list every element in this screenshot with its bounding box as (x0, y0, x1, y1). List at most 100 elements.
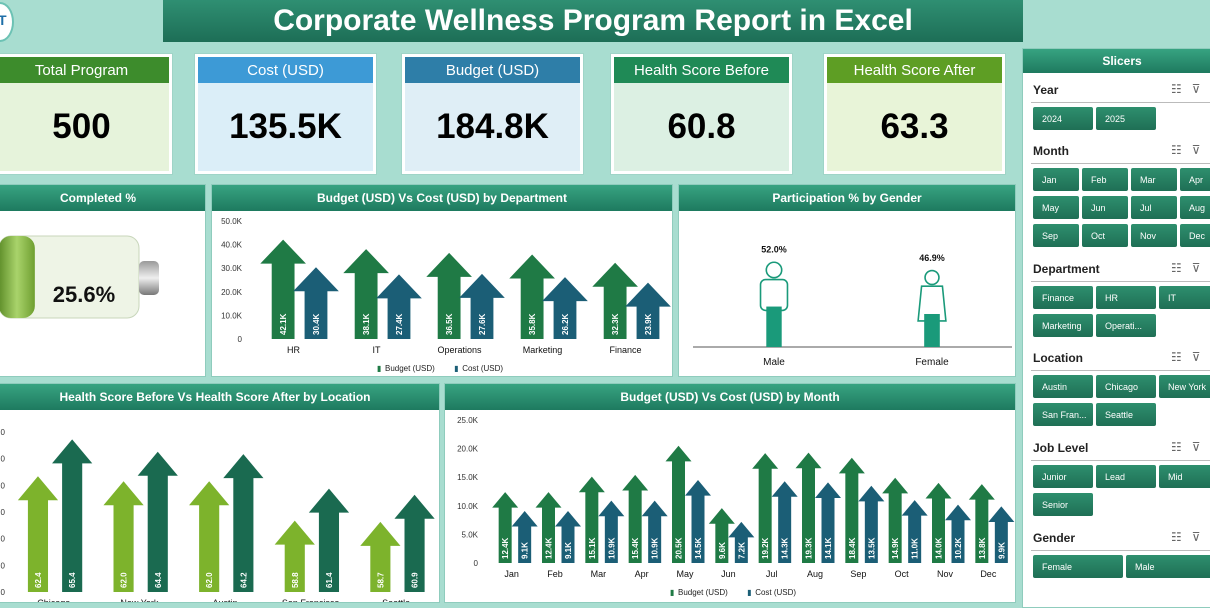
multi-select-icon[interactable]: ☷ (1171, 440, 1192, 454)
kpi-card: Total Program 500 (0, 53, 173, 175)
gender-category-label: Male (763, 357, 785, 368)
y-tick-label: .0 (0, 535, 6, 544)
dept-bar-label: 26.2K (561, 313, 570, 335)
multi-select-icon[interactable]: ☷ (1171, 350, 1192, 364)
legend-label: Budget (USD) (678, 588, 728, 597)
slicer-title-department: Department (1033, 262, 1100, 276)
clear-filter-icon[interactable]: ⊽ (1191, 350, 1210, 364)
slicer-option[interactable]: Male (1126, 555, 1210, 578)
slicers-panel: Slicers Year ☷⊽ 2024 2025 Month ☷⊽ Jan Feb Mar Ap… (1022, 48, 1210, 608)
location-bar (394, 494, 435, 592)
month-bar (535, 492, 562, 563)
slicer-divider (1031, 460, 1210, 461)
slicer-divider (1031, 163, 1210, 164)
slicer-option[interactable]: Chicago (1096, 375, 1156, 398)
slicer-option[interactable]: Jun (1082, 196, 1128, 219)
slicer-option[interactable]: Mar (1131, 168, 1177, 191)
slicer-option[interactable]: Jul (1131, 196, 1177, 219)
category-label: HR (287, 345, 300, 355)
slicer-option[interactable]: HR (1096, 286, 1156, 309)
slicer-option[interactable]: Dec (1180, 224, 1210, 247)
dept-bar (509, 254, 555, 339)
clear-filter-icon[interactable]: ⊽ (1191, 143, 1210, 157)
month-bar (511, 510, 538, 563)
location-bar (17, 476, 59, 592)
kpi-value: 60.8 (667, 107, 736, 146)
month-bar-label: 14.9K (891, 537, 900, 559)
slicer-option[interactable]: 2025 (1096, 107, 1156, 130)
month-bar-label: 12.4K (545, 537, 554, 559)
location-bar-label: 62.0 (120, 572, 129, 588)
month-bar (492, 492, 519, 563)
slicer-option[interactable]: May (1033, 196, 1079, 219)
clear-filter-icon[interactable]: ⊽ (1191, 261, 1210, 275)
clear-filter-icon[interactable]: ⊽ (1191, 82, 1210, 96)
kpi-card: Health Score Before 60.8 (610, 53, 793, 175)
y-tick-label: .0 (0, 508, 6, 517)
slicer-option[interactable]: Austin (1033, 375, 1093, 398)
location-bar (52, 439, 93, 592)
month-bar-label: 15.1K (588, 537, 597, 559)
slicer-tools: ☷⊽ (1171, 261, 1210, 275)
y-tick-label: 20.0K (457, 445, 479, 454)
kpi-value: 500 (52, 107, 111, 146)
legend-marker: ▮ (747, 588, 751, 597)
y-tick-label: 0 (474, 559, 479, 568)
slicer-option[interactable]: New York (1159, 375, 1210, 398)
multi-select-icon[interactable]: ☷ (1171, 143, 1192, 157)
dept-bar-label: 42.1K (279, 313, 288, 335)
slicer-option[interactable]: Seattle (1096, 403, 1156, 426)
category-label: Austin (212, 598, 237, 602)
slicer-option[interactable]: Aug (1180, 196, 1210, 219)
slicer-option[interactable]: Sep (1033, 224, 1079, 247)
dept-bar-label: 32.3K (611, 313, 620, 335)
slicer-option[interactable]: Finance (1033, 286, 1093, 309)
slicer-option[interactable]: Oct (1082, 224, 1128, 247)
multi-select-icon[interactable]: ☷ (1171, 82, 1192, 96)
y-tick-label: 15.0K (457, 473, 479, 482)
slicer-option[interactable]: Marketing (1033, 314, 1093, 337)
slicer-option[interactable]: Female (1033, 555, 1123, 578)
slicer-option[interactable]: Apr (1180, 168, 1210, 191)
slicer-option[interactable]: Mid (1159, 465, 1210, 488)
month-bar-label: 20.5K (675, 537, 684, 559)
slicer-option[interactable]: Lead (1096, 465, 1156, 488)
month-bar-label: 9.6K (718, 542, 727, 559)
slicer-tools: ☷⊽ (1171, 143, 1210, 157)
slicer-option[interactable]: Jan (1033, 168, 1079, 191)
slicer-option[interactable]: San Fran... (1033, 403, 1093, 426)
battery-gauge: 25.6% (0, 235, 159, 319)
kpi-inner: Health Score After 63.3 (827, 57, 1002, 171)
multi-select-icon[interactable]: ☷ (1171, 261, 1192, 275)
month-bar-label: 9.9K (997, 542, 1006, 559)
month-bar-label: 13.5K (867, 537, 876, 559)
location-chart-title: Health Score Before Vs Health Score Afte… (0, 384, 439, 410)
slicer-option[interactable]: 2024 (1033, 107, 1093, 130)
month-chart-panel: Budget (USD) Vs Cost (USD) by Month 0 5.0… (444, 383, 1016, 603)
clear-filter-icon[interactable]: ⊽ (1191, 440, 1210, 454)
month-bar-label: 10.9K (607, 537, 616, 559)
multi-select-icon[interactable]: ☷ (1171, 530, 1192, 544)
dept-bar-label: 35.8K (528, 313, 537, 335)
month-bar (708, 508, 735, 563)
slicer-option[interactable]: Operati... (1096, 314, 1156, 337)
month-bar (858, 485, 885, 563)
slicer-option[interactable]: Senior (1033, 493, 1093, 516)
clear-filter-icon[interactable]: ⊽ (1191, 530, 1210, 544)
y-tick-label: 30.0K (221, 264, 243, 273)
month-bar-label: 7.2K (737, 542, 746, 559)
location-bar-label: 62.0 (205, 572, 214, 588)
dept-bar-label: 38.1K (362, 313, 371, 335)
slicer-option[interactable]: Nov (1131, 224, 1177, 247)
slicer-option[interactable]: IT (1159, 286, 1210, 309)
month-bar (988, 506, 1015, 563)
y-tick-label: 50.0K (221, 217, 243, 226)
battery-terminal (139, 261, 159, 295)
slicer-option[interactable]: Feb (1082, 168, 1128, 191)
location-bar (274, 520, 315, 592)
location-bar (189, 481, 230, 592)
month-bar-label: 19.3K (805, 537, 814, 559)
kpi-inner: Total Program 500 (0, 57, 169, 171)
month-bar-label: 9.1K (564, 542, 573, 559)
slicer-option[interactable]: Junior (1033, 465, 1093, 488)
